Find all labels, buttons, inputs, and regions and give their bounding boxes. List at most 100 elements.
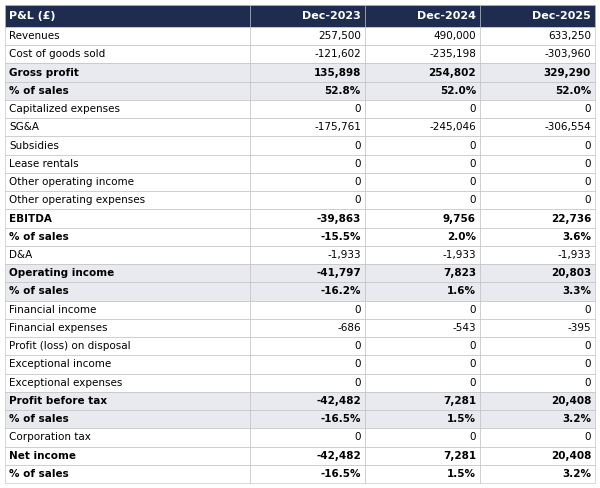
Text: -543: -543 — [452, 323, 476, 333]
Text: -306,554: -306,554 — [544, 122, 591, 132]
Bar — [5, 209, 250, 227]
Text: 0: 0 — [584, 432, 591, 443]
Text: % of sales: % of sales — [9, 86, 69, 96]
Bar — [365, 191, 480, 209]
Bar — [5, 27, 250, 45]
Text: 0: 0 — [469, 341, 476, 351]
Text: -303,960: -303,960 — [544, 49, 591, 60]
Text: 0: 0 — [469, 195, 476, 205]
Text: Cost of goods sold: Cost of goods sold — [9, 49, 105, 60]
Bar — [250, 246, 365, 264]
Text: 1.5%: 1.5% — [447, 414, 476, 424]
Bar — [480, 137, 595, 155]
Text: 0: 0 — [469, 159, 476, 169]
Bar — [5, 301, 250, 319]
Text: 0: 0 — [584, 195, 591, 205]
Bar — [480, 283, 595, 301]
Text: Profit (loss) on disposal: Profit (loss) on disposal — [9, 341, 131, 351]
Text: Subsidies: Subsidies — [9, 141, 59, 151]
Bar — [480, 27, 595, 45]
Bar — [365, 264, 480, 283]
Text: 0: 0 — [355, 432, 361, 443]
Text: -41,797: -41,797 — [316, 268, 361, 278]
Text: Net income: Net income — [9, 450, 76, 461]
Bar — [250, 283, 365, 301]
Bar — [250, 100, 365, 118]
Text: 0: 0 — [469, 305, 476, 315]
Bar — [365, 355, 480, 373]
Text: 0: 0 — [584, 305, 591, 315]
Bar — [5, 337, 250, 355]
Text: Exceptional expenses: Exceptional expenses — [9, 378, 122, 387]
Bar — [480, 100, 595, 118]
Bar — [5, 155, 250, 173]
Text: 52.0%: 52.0% — [555, 86, 591, 96]
Text: -175,761: -175,761 — [314, 122, 361, 132]
Bar — [250, 447, 365, 465]
Bar — [365, 100, 480, 118]
Bar — [480, 392, 595, 410]
Bar — [480, 447, 595, 465]
Text: 1.5%: 1.5% — [447, 469, 476, 479]
Bar — [5, 227, 250, 246]
Text: Capitalized expenses: Capitalized expenses — [9, 104, 120, 114]
Text: -245,046: -245,046 — [429, 122, 476, 132]
Text: 490,000: 490,000 — [433, 31, 476, 41]
Bar — [250, 428, 365, 447]
Bar — [250, 410, 365, 428]
Text: D&A: D&A — [9, 250, 32, 260]
Text: -1,933: -1,933 — [327, 250, 361, 260]
Bar — [480, 264, 595, 283]
Bar — [5, 355, 250, 373]
Bar — [480, 81, 595, 100]
Bar — [250, 373, 365, 392]
Text: 3.2%: 3.2% — [562, 414, 591, 424]
Text: Dec-2023: Dec-2023 — [302, 11, 361, 21]
Text: Lease rentals: Lease rentals — [9, 159, 79, 169]
Text: -395: -395 — [568, 323, 591, 333]
Bar — [250, 319, 365, 337]
Text: Other operating income: Other operating income — [9, 177, 134, 187]
Bar — [5, 63, 250, 81]
Bar — [5, 246, 250, 264]
Bar — [250, 227, 365, 246]
Text: 0: 0 — [469, 360, 476, 369]
Bar — [250, 27, 365, 45]
Bar — [480, 373, 595, 392]
Text: P&L (£): P&L (£) — [9, 11, 56, 21]
Bar — [480, 337, 595, 355]
Text: 20,408: 20,408 — [551, 450, 591, 461]
Bar — [365, 118, 480, 137]
Bar — [5, 137, 250, 155]
Bar — [5, 118, 250, 137]
Bar — [365, 337, 480, 355]
Bar — [250, 173, 365, 191]
Text: Operating income: Operating income — [9, 268, 114, 278]
Bar — [480, 227, 595, 246]
Text: -42,482: -42,482 — [316, 396, 361, 406]
Text: 1.6%: 1.6% — [447, 286, 476, 297]
Bar — [5, 81, 250, 100]
Bar — [480, 209, 595, 227]
Bar — [250, 465, 365, 483]
Bar — [5, 283, 250, 301]
Text: 0: 0 — [584, 159, 591, 169]
Text: 0: 0 — [469, 177, 476, 187]
Text: 3.3%: 3.3% — [562, 286, 591, 297]
Text: SG&A: SG&A — [9, 122, 39, 132]
Bar — [5, 428, 250, 447]
Bar — [365, 209, 480, 227]
Text: 7,823: 7,823 — [443, 268, 476, 278]
Text: % of sales: % of sales — [9, 232, 69, 242]
Text: Dec-2024: Dec-2024 — [417, 11, 476, 21]
Text: -686: -686 — [337, 323, 361, 333]
Bar — [5, 410, 250, 428]
Text: 0: 0 — [584, 104, 591, 114]
Bar — [250, 155, 365, 173]
Text: Exceptional income: Exceptional income — [9, 360, 111, 369]
Text: 633,250: 633,250 — [548, 31, 591, 41]
Text: 3.6%: 3.6% — [562, 232, 591, 242]
Bar — [365, 392, 480, 410]
Bar — [250, 209, 365, 227]
Text: -42,482: -42,482 — [316, 450, 361, 461]
